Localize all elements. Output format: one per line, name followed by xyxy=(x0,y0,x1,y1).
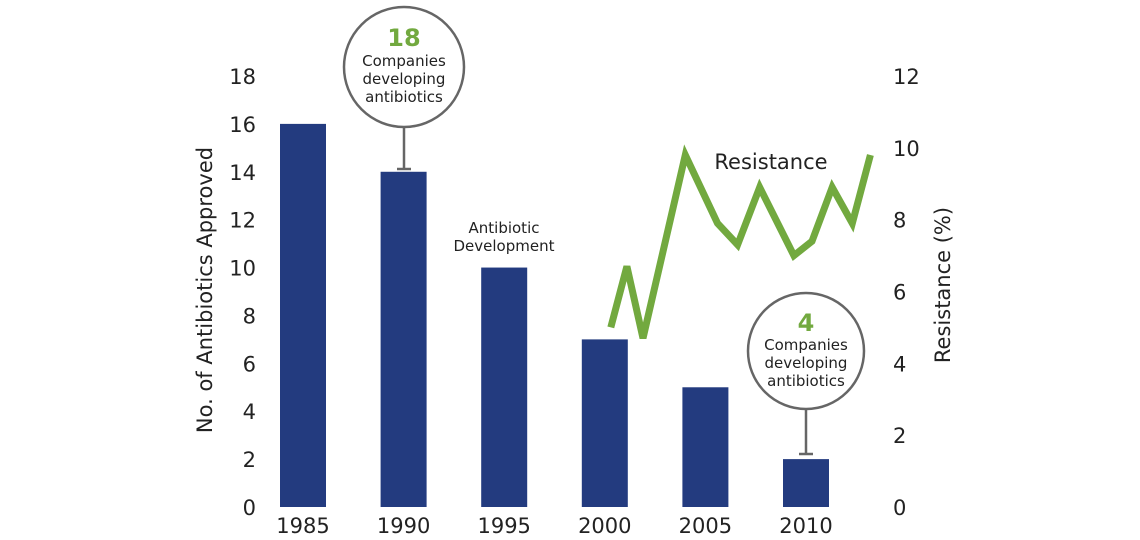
callout-line: antibiotics xyxy=(767,372,845,390)
bar-1985 xyxy=(280,123,326,507)
left-tick-label: 10 xyxy=(229,257,256,281)
x-tick-label: 1995 xyxy=(477,514,530,538)
left-tick-label: 8 xyxy=(243,304,256,328)
x-axis-ticks: 1985 1990 1995 2000 2005 2010 xyxy=(276,514,832,538)
bar-2010 xyxy=(783,459,829,507)
resistance-series-label: Resistance xyxy=(714,150,827,174)
left-tick-label: 12 xyxy=(229,209,256,233)
bars xyxy=(280,123,829,507)
right-tick-label: 4 xyxy=(893,352,906,376)
bar-label-line1: Antibiotic xyxy=(469,219,540,237)
callout-line: Companies xyxy=(764,336,848,354)
right-tick-label: 2 xyxy=(893,424,906,448)
x-tick-label: 2010 xyxy=(779,514,832,538)
left-tick-label: 4 xyxy=(243,400,256,424)
left-tick-label: 6 xyxy=(243,352,256,376)
callout-2010: 4 Companies developing antibiotics xyxy=(746,291,866,456)
left-tick-label: 18 xyxy=(229,65,256,89)
bar-label-line2: Development xyxy=(454,237,555,255)
resistance-line xyxy=(607,144,874,339)
callout-number: 18 xyxy=(387,24,420,52)
left-tick-label: 16 xyxy=(229,113,256,137)
right-tick-label: 10 xyxy=(893,137,920,161)
callout-line: developing xyxy=(765,354,848,372)
left-tick-label: 2 xyxy=(243,448,256,472)
left-axis-label: No. of Antibiotics Approved xyxy=(193,147,217,433)
right-tick-label: 12 xyxy=(893,65,920,89)
bar-2000 xyxy=(581,339,628,507)
right-axis-label: Resistance (%) xyxy=(931,207,955,363)
callout-line: Companies xyxy=(362,52,446,70)
left-tick-label: 0 xyxy=(243,496,256,520)
x-tick-label: 2005 xyxy=(679,514,732,538)
callout-1990: 18 Companies developing antibiotics xyxy=(342,5,466,171)
x-tick-label: 1990 xyxy=(377,514,430,538)
x-tick-label: 1985 xyxy=(276,514,329,538)
right-tick-label: 8 xyxy=(893,209,906,233)
right-tick-label: 0 xyxy=(893,496,906,520)
right-axis-ticks: 0 2 4 6 8 10 12 xyxy=(893,65,920,520)
callout-line: antibiotics xyxy=(365,88,443,106)
bar-1990 xyxy=(380,171,427,507)
bar-2005 xyxy=(682,387,729,507)
callout-line: developing xyxy=(363,70,446,88)
left-axis-ticks: 0 2 4 6 8 10 12 14 16 18 xyxy=(229,65,256,520)
right-tick-label: 6 xyxy=(893,281,906,305)
callout-number: 4 xyxy=(798,309,815,337)
bar-1995 xyxy=(481,267,528,507)
left-tick-label: 14 xyxy=(229,161,256,185)
x-tick-label: 2000 xyxy=(578,514,631,538)
